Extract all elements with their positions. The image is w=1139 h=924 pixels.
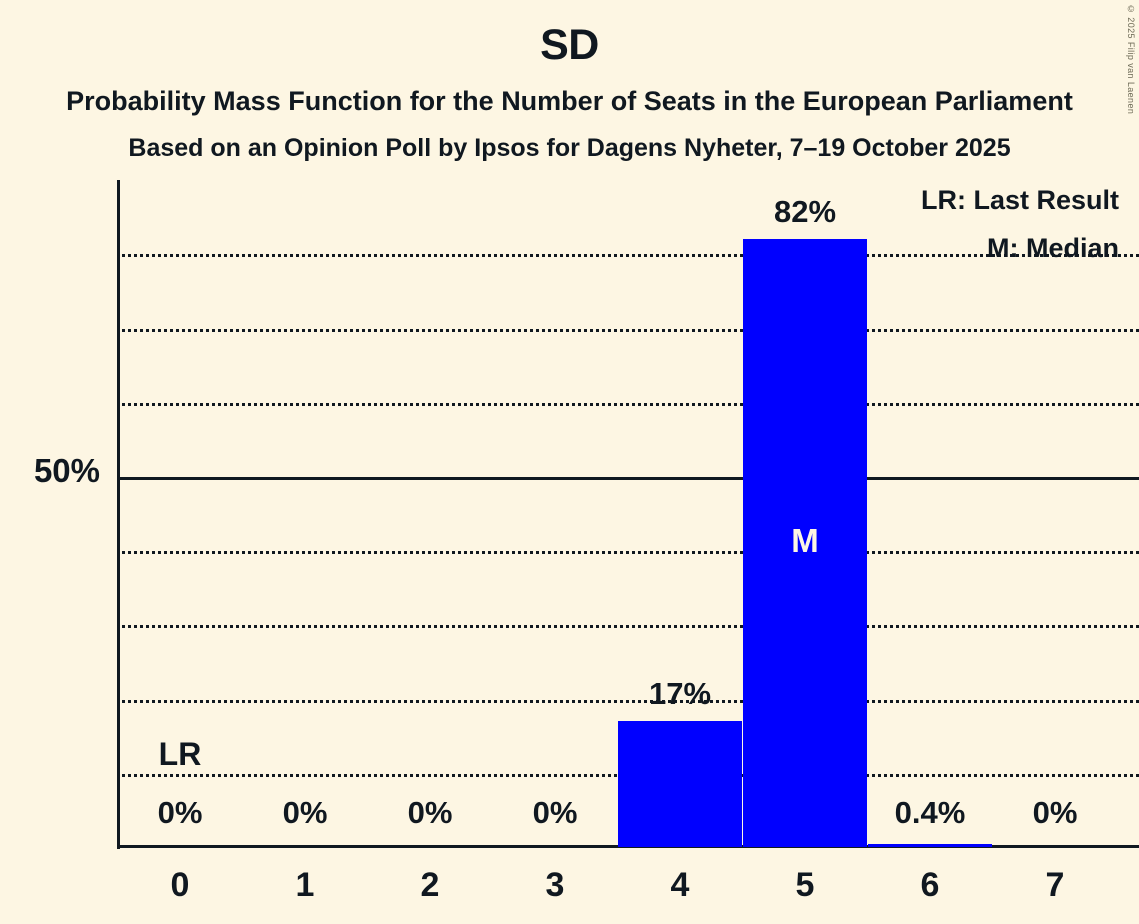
plot-area: [117, 180, 1139, 849]
x-axis-tick-0: 0: [170, 866, 190, 904]
bar-4: [618, 720, 742, 847]
gridline-30: [117, 625, 1139, 629]
value-label-7: 0%: [1032, 795, 1078, 830]
gridline-70: [117, 328, 1139, 332]
x-axis-tick-6: 6: [920, 866, 940, 904]
chart-title: SD: [540, 21, 599, 69]
value-label-3: 0%: [532, 795, 578, 830]
gridline-60: [117, 402, 1139, 406]
gridline-50: [117, 477, 1139, 480]
legend-median: M: Median: [987, 233, 1119, 263]
x-axis-tick-2: 2: [420, 866, 440, 904]
value-label-4: 17%: [648, 675, 712, 711]
copyright-notice: © 2025 Filip van Laenen: [1126, 4, 1136, 115]
bar-6: [868, 844, 992, 847]
median-marker: M: [791, 521, 819, 559]
gridline-80: [117, 254, 1139, 258]
gridline-40: [117, 551, 1139, 555]
x-axis-tick-4: 4: [670, 866, 690, 904]
x-axis-tick-1: 1: [295, 866, 315, 904]
bar-5: [743, 238, 867, 847]
chart-source-note: Based on an Opinion Poll by Ipsos for Da…: [128, 134, 1011, 162]
value-label-6: 0.4%: [894, 795, 966, 830]
gridline-20: [117, 699, 1139, 703]
legend-last-result: LR: Last Result: [920, 185, 1119, 215]
value-label-0: 0%: [157, 795, 203, 830]
last-result-marker: LR: [158, 735, 202, 772]
y-axis-tick-label-50: 50%: [33, 452, 100, 489]
value-label-2: 0%: [407, 795, 453, 830]
x-axis-tick-7: 7: [1045, 866, 1065, 904]
y-axis-line: [117, 180, 120, 849]
value-label-1: 0%: [282, 795, 328, 830]
chart-subtitle: Probability Mass Function for the Number…: [66, 86, 1073, 116]
x-axis-tick-3: 3: [545, 866, 565, 904]
x-axis-tick-5: 5: [795, 866, 815, 904]
value-label-5: 82%: [773, 193, 837, 229]
